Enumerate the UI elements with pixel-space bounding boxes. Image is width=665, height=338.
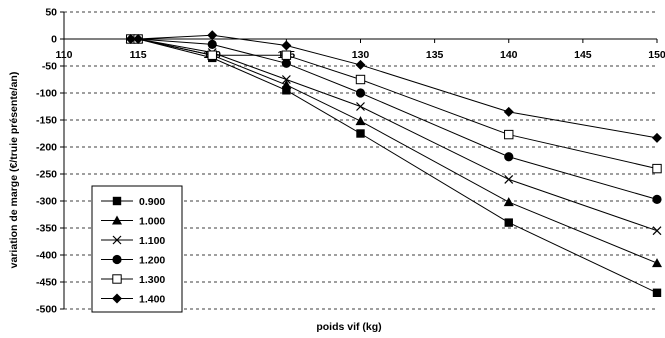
y-tick-label: 0 [51, 34, 57, 46]
data-point [281, 58, 291, 68]
data-point [355, 88, 366, 98]
legend-marker [112, 293, 122, 304]
data-point [207, 39, 217, 50]
legend-box [91, 185, 183, 313]
legend-label: 0.900 [139, 196, 165, 208]
data-point [652, 163, 662, 174]
data-point [355, 74, 366, 85]
series-1.100 [126, 34, 662, 236]
y-tick-label: -100 [36, 88, 57, 100]
x-tick-label: 130 [352, 49, 370, 61]
legend: 0.900 1.000 1.100 1.200 1.300 1.400 [91, 185, 183, 313]
data-point [281, 50, 292, 60]
data-point [355, 116, 366, 126]
x-tick-label: 110 [56, 49, 73, 61]
data-point [503, 197, 514, 207]
legend-item: 1.100 [101, 235, 165, 247]
series-line [130, 38, 658, 232]
legend-label: 1.300 [139, 274, 165, 286]
legend-item: 0.900 [101, 196, 165, 208]
y-tick-label: -450 [36, 277, 57, 289]
y-tick-labels: 50 0 -50 -100 -150 -200 -250 -300 -350 -400 -450 -5… [36, 7, 57, 316]
data-point [355, 59, 366, 70]
legend-label: 1.100 [139, 235, 165, 247]
x-tick-label: 135 [426, 49, 444, 61]
legend-item: 1.400 [101, 293, 165, 306]
legend-marker [112, 196, 122, 206]
series-line [130, 38, 658, 200]
x-axis-label: poids vif (kg) [316, 321, 381, 333]
data-point [652, 226, 662, 236]
x-tick-label: 150 [648, 49, 665, 61]
data-point [504, 152, 514, 162]
data-point [281, 75, 291, 84]
data-point [503, 106, 514, 117]
y-tick-label: -50 [42, 61, 57, 73]
data-point [356, 129, 365, 138]
y-tick-label: -300 [36, 196, 57, 208]
data-point [504, 174, 514, 184]
data-point [356, 102, 365, 111]
data-point [282, 86, 291, 95]
data-point [652, 288, 662, 297]
legend-item: 1.000 [101, 215, 165, 228]
y-tick-label: -500 [36, 304, 57, 316]
legend-marker [112, 235, 122, 245]
y-tick-label: -150 [36, 115, 57, 127]
legend-label: 1.200 [139, 255, 165, 267]
axes [60, 11, 658, 310]
data-point [652, 194, 662, 204]
series-1.400 [125, 30, 662, 143]
x-tick-label: 145 [574, 49, 592, 61]
x-tick-label: 115 [130, 49, 147, 61]
series-1.000 [125, 34, 662, 268]
series-line [130, 38, 658, 264]
data-point [281, 40, 292, 51]
legend-marker [112, 254, 122, 265]
x-tick-label: 140 [500, 49, 518, 61]
y-tick-label: -400 [36, 250, 57, 262]
y-tick-label: 50 [45, 7, 57, 19]
series-layer [125, 30, 662, 297]
data-point [125, 34, 136, 44]
x-tick-labels: 110115120125130135140145150 [56, 49, 665, 61]
data-point [207, 30, 218, 41]
legend-item: 1.200 [101, 255, 165, 267]
y-tick-label: -250 [36, 169, 57, 181]
data-point [652, 132, 662, 143]
data-point [281, 79, 292, 89]
legend-marker [112, 215, 122, 225]
y-axis-label: variation de marge (€/truie présente/an) [8, 72, 20, 269]
legend-item: 1.300 [101, 274, 165, 286]
legend-label: 1.000 [139, 216, 165, 228]
data-point [133, 34, 144, 44]
data-point [504, 129, 514, 140]
y-tick-label: -350 [36, 223, 57, 235]
data-point [207, 50, 217, 60]
data-point [652, 258, 662, 268]
legend-marker [112, 274, 122, 284]
legend-label: 1.400 [139, 294, 165, 306]
data-point [504, 218, 513, 227]
y-tick-label: -200 [36, 142, 57, 154]
series-0.900 [126, 34, 662, 297]
